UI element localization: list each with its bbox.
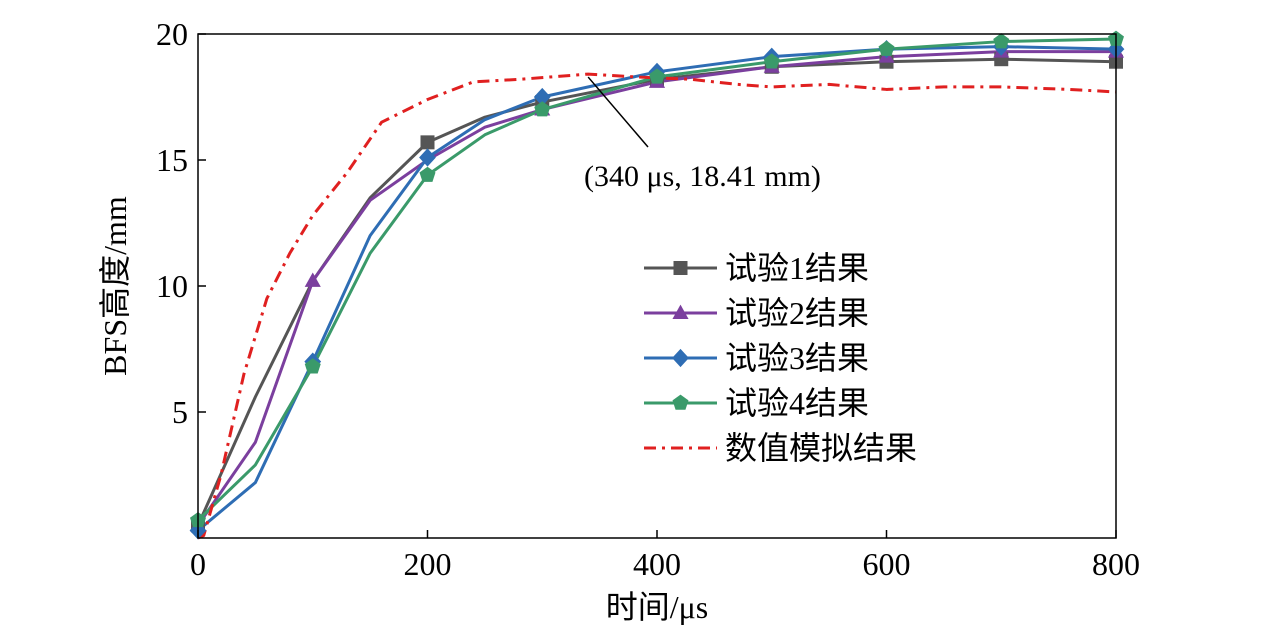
data-point-series-4	[763, 53, 780, 69]
data-point-series-3	[419, 148, 436, 167]
annotation-leader-line	[587, 76, 649, 148]
series-line-4	[196, 37, 1117, 522]
x-axis-label: 时间/μs	[606, 589, 709, 625]
y-axis-ticks: 5 10 15 20	[156, 16, 206, 430]
series-line-5	[197, 72, 1117, 540]
x-tick-label: 0	[190, 546, 206, 582]
y-axis-label: BFS高度/mm	[97, 196, 133, 376]
legend-label-2: 试验2结果	[725, 295, 869, 331]
y-tick-label: 20	[156, 16, 188, 52]
legend-label-4: 试验4结果	[725, 385, 869, 421]
series-line-2	[196, 50, 1116, 527]
series-lines	[196, 37, 1117, 540]
legend-label-1: 试验1结果	[725, 250, 869, 286]
x-tick-label: 800	[1092, 546, 1140, 582]
legend-marker-1	[673, 261, 688, 275]
data-point-series-1	[420, 135, 435, 150]
y-tick-label: 15	[156, 142, 188, 178]
legend-marker-2	[672, 304, 689, 319]
y-tick-label: 10	[156, 268, 188, 304]
plot-area-frame	[197, 33, 1117, 539]
data-point-series-4	[419, 166, 436, 182]
x-tick-label: 600	[863, 546, 911, 582]
data-point-series-2	[304, 272, 321, 287]
series-markers	[189, 30, 1125, 540]
annotation-group: (340 μs, 18.41 mm)	[584, 76, 821, 193]
legend-marker-4	[672, 394, 689, 410]
data-point-series-3	[533, 87, 551, 107]
data-point-series-4	[304, 358, 321, 374]
y-tick-label: 5	[172, 394, 188, 430]
series-line-3	[197, 45, 1117, 532]
data-point-series-4	[534, 101, 551, 117]
legend-label-3: 试验3结果	[725, 340, 869, 376]
data-point-series-4	[649, 68, 665, 84]
legend-marker-3	[672, 348, 689, 368]
legend-label-5: 数值模拟结果	[725, 430, 917, 466]
x-tick-label: 200	[404, 546, 452, 582]
annotation-label: (340 μs, 18.41 mm)	[584, 160, 821, 193]
data-point-series-4	[878, 40, 895, 56]
x-tick-label: 400	[633, 546, 681, 582]
data-point-series-4	[993, 33, 1010, 49]
x-axis-ticks: 0 200 400 600 800	[190, 530, 1140, 582]
series-line-1	[196, 57, 1117, 527]
